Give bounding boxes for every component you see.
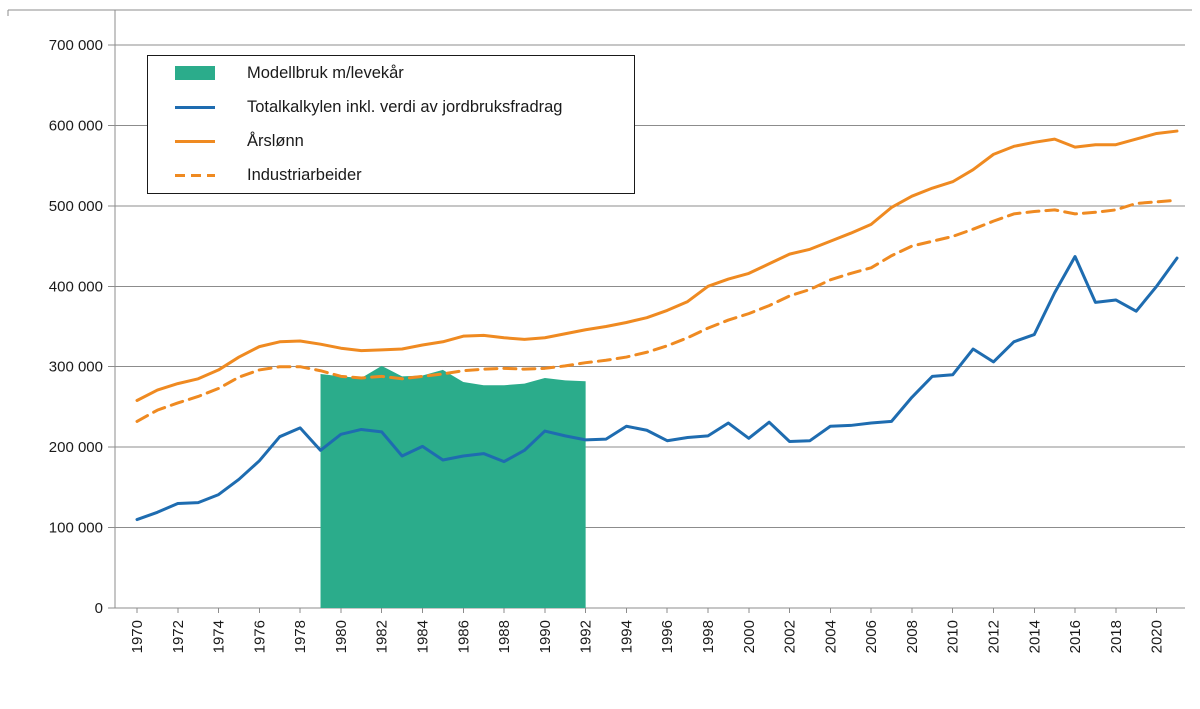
- y-axis-label: 700 000: [49, 37, 103, 54]
- x-axis-label: 1992: [578, 620, 595, 653]
- x-axis-label: 2012: [985, 620, 1002, 653]
- legend-item-arslonn: Årslønn: [175, 132, 634, 151]
- x-axis-label: 1998: [700, 620, 717, 653]
- series-line-arslonn: [135, 129, 1179, 402]
- series-line-totalkalkylen: [135, 255, 1179, 522]
- series-line-industriarbeider: [135, 198, 1179, 423]
- x-axis-label: 2014: [1026, 620, 1043, 653]
- x-axis-label: 1974: [211, 620, 228, 653]
- x-axis-label: 1978: [292, 620, 309, 653]
- x-axis-label: 2020: [1149, 620, 1166, 653]
- x-axis-label: 1976: [251, 620, 268, 653]
- line-swatch-icon: [175, 105, 215, 109]
- x-axis-label: 1986: [455, 620, 472, 653]
- y-axis-label: 500 000: [49, 198, 103, 215]
- x-axis-label: 2010: [945, 620, 962, 653]
- legend-swatch: [175, 140, 215, 144]
- x-axis-label: 1988: [496, 620, 513, 653]
- y-axis-label: 400 000: [49, 278, 103, 295]
- x-axis-label: 1970: [129, 620, 146, 653]
- x-axis-label: 2004: [822, 620, 839, 653]
- area-swatch-icon: [175, 66, 215, 81]
- x-axis-label: 1984: [414, 620, 431, 653]
- legend-item-modellbruk: Modellbruk m/levekår: [175, 64, 634, 83]
- x-axis-label: 2016: [1067, 620, 1084, 653]
- line-swatch-icon: [175, 140, 215, 144]
- legend-swatch: [175, 174, 215, 178]
- x-axis-label: 2000: [741, 620, 758, 653]
- dashed-line-swatch-icon: [175, 174, 215, 178]
- x-axis-label: 1990: [537, 620, 554, 653]
- y-axis-label: 600 000: [49, 117, 103, 134]
- x-axis-label: 2006: [863, 620, 880, 653]
- y-axis-label: 100 000: [49, 520, 103, 537]
- x-axis-label: 1982: [374, 620, 391, 653]
- legend-label-industriarbeider: Industriarbeider: [247, 166, 362, 185]
- legend-swatch: [175, 105, 215, 109]
- x-axis-label: 2002: [782, 620, 799, 653]
- y-axis-label: 0: [95, 600, 103, 617]
- legend-label-modellbruk: Modellbruk m/levekår: [247, 63, 404, 82]
- legend: Modellbruk m/levekår Totalkalkylen inkl.…: [147, 55, 635, 194]
- x-axis-label: 1980: [333, 620, 350, 653]
- x-axis-label: 1994: [618, 620, 635, 653]
- legend-swatch: [175, 66, 215, 81]
- legend-item-totalkalkylen: Totalkalkylen inkl. verdi av jordbruksfr…: [175, 98, 634, 117]
- y-axis-label: 300 000: [49, 359, 103, 376]
- x-axis-label: 1996: [659, 620, 676, 653]
- legend-item-industriarbeider: Industriarbeider: [175, 166, 634, 185]
- series-area-modellbruk: [320, 365, 586, 608]
- x-axis-label: 1972: [170, 620, 187, 653]
- legend-label-totalkalkylen: Totalkalkylen inkl. verdi av jordbruksfr…: [247, 97, 563, 116]
- y-axis-label: 200 000: [49, 439, 103, 456]
- x-axis-label: 2018: [1108, 620, 1125, 653]
- x-axis-label: 2008: [904, 620, 921, 653]
- legend-label-arslonn: Årslønn: [247, 132, 304, 151]
